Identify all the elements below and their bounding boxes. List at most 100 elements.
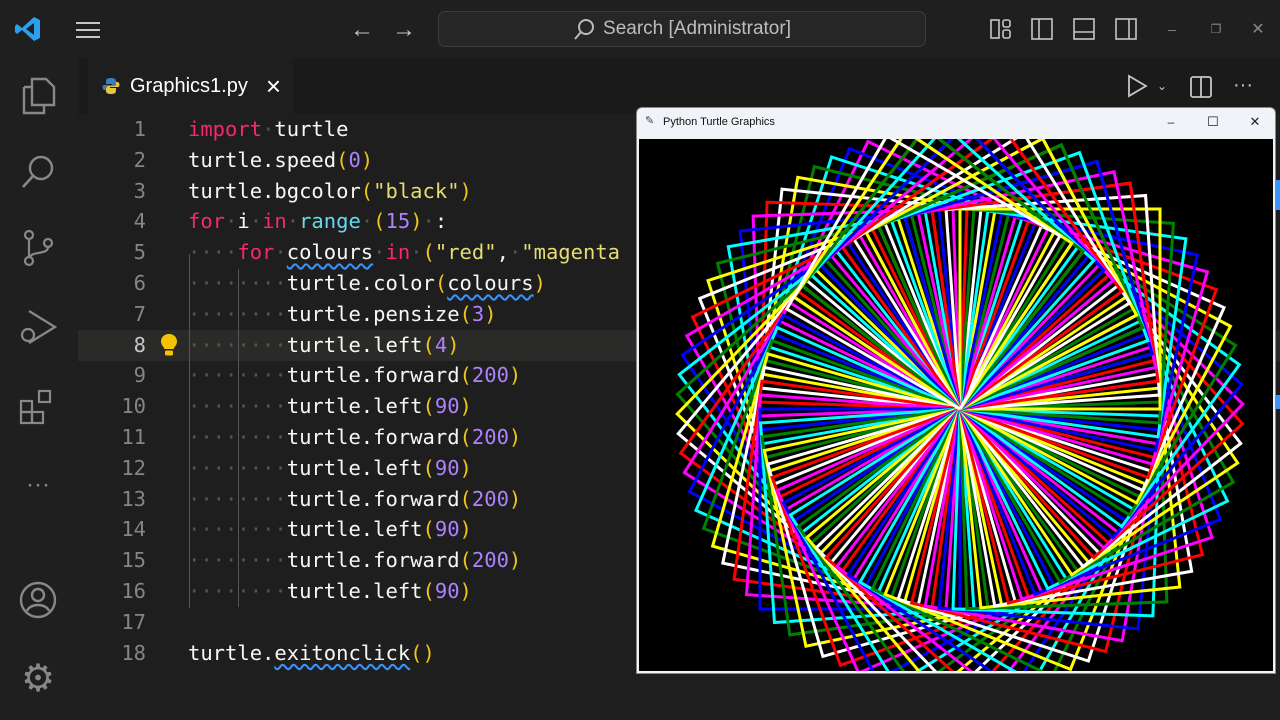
tab-close-icon[interactable]: × [265, 70, 282, 101]
code-line[interactable]: 13 ········turtle.forward(200) [78, 484, 1280, 515]
code-text: ········turtle.forward(200) [188, 548, 522, 573]
forward-arrow-icon[interactable]: → [392, 16, 416, 43]
turtle-graphics-window: ✎ Python Turtle Graphics – ☐ ✕ [636, 107, 1276, 694]
more-actions-icon[interactable]: ··· [1233, 73, 1253, 96]
search-box[interactable]: Search [Administrator] [438, 11, 926, 47]
run-python-file-icon[interactable] [1124, 72, 1150, 100]
turtle-square [710, 352, 962, 604]
search-icon[interactable] [18, 152, 58, 192]
line-number: 9 [133, 363, 146, 388]
settings-gear-icon[interactable]: ⚙ [20, 657, 56, 700]
code-line[interactable]: 3 turtle.bgcolor("black") [78, 176, 1280, 207]
code-line[interactable]: 18 turtle.exitonclick() [78, 638, 1280, 669]
code-text: ········turtle.left(4) [188, 332, 460, 357]
line-number: 5 [133, 240, 146, 265]
more-icon[interactable]: ··· [26, 471, 50, 498]
source-control-icon[interactable] [18, 228, 58, 268]
run-dropdown-chevron-icon[interactable]: ⌄ [1156, 79, 1168, 93]
turtle-square [951, 407, 1162, 618]
turtle-square [761, 175, 997, 411]
turtle-square [721, 365, 962, 607]
turtle-square [744, 393, 962, 611]
vscode-logo-icon [12, 14, 44, 44]
search-placeholder: Search [Administrator] [603, 18, 791, 39]
explorer-icon[interactable] [18, 76, 58, 116]
turtle-square [909, 407, 1156, 654]
toggle-secondary-sidebar-icon[interactable] [1113, 17, 1139, 41]
turtle-square [903, 159, 1155, 411]
tab-graphics1-py[interactable]: Graphics1.py × [88, 58, 293, 114]
turtle-square [916, 170, 1158, 411]
code-line[interactable]: 2 turtle.speed(0) [78, 145, 1280, 176]
code-line[interactable]: 4 for·i·in·range·(15)·: [78, 206, 1280, 237]
extensions-icon[interactable] [18, 386, 58, 426]
code-text: ········turtle.color(colours) [188, 271, 546, 295]
turtle-square [726, 210, 962, 446]
toggle-primary-sidebar-icon[interactable] [1029, 17, 1055, 41]
line-number: 4 [133, 209, 146, 234]
code-line[interactable]: 14 ········turtle.left(90) [78, 514, 1280, 545]
turtle-square [738, 208, 962, 432]
code-line[interactable]: 11 ········turtle.forward(200) [78, 422, 1280, 453]
code-line[interactable]: 7 ········turtle.pensize(3) [78, 299, 1280, 330]
customize-layout-icon[interactable] [988, 17, 1014, 41]
code-line[interactable]: 10 ········turtle.left(90) [78, 391, 1280, 422]
window-minimize-icon[interactable]: – [1168, 21, 1176, 37]
turtle-square [682, 300, 962, 581]
code-line[interactable]: 15 ········turtle.forward(200) [78, 545, 1280, 576]
split-editor-icon[interactable] [1188, 74, 1214, 100]
window-close-icon[interactable]: ✕ [1251, 21, 1265, 38]
scrollbar-marker[interactable] [1272, 180, 1280, 210]
line-number: 6 [133, 271, 146, 295]
turtle-square [770, 407, 1031, 668]
indent-guide [189, 254, 190, 608]
turtle-square [675, 267, 962, 555]
turtle-minimize-button[interactable]: – [1167, 115, 1175, 129]
line-number: 3 [133, 178, 146, 203]
turtle-square [958, 358, 1205, 605]
lightbulb-icon[interactable] [156, 332, 182, 358]
turtle-maximize-button[interactable]: ☐ [1207, 114, 1219, 129]
turtle-square [758, 200, 969, 411]
code-line[interactable]: 1 import·turtle [78, 114, 1280, 145]
turtle-square [687, 313, 962, 588]
menu-icon[interactable] [72, 16, 104, 44]
turtle-square [676, 278, 962, 565]
turtle-square [684, 233, 962, 512]
window-restore-icon[interactable]: ❐ [1210, 22, 1222, 36]
turtle-canvas[interactable] [639, 124, 1273, 694]
line-number: 2 [133, 147, 146, 172]
feather-icon: ✎ [645, 115, 655, 127]
code-line[interactable]: 5 ····for·colours·in·("red",·"magenta [78, 237, 1280, 268]
code-text: turtle.bgcolor("black") [188, 178, 472, 203]
code-text: ········turtle.forward(200) [188, 363, 522, 388]
accounts-icon[interactable] [18, 580, 58, 620]
turtle-square [690, 227, 962, 499]
code-text: ········turtle.left(90) [188, 579, 472, 603]
turtle-square [937, 407, 1161, 631]
turtle-square [760, 407, 990, 637]
scrollbar-marker[interactable] [1272, 395, 1280, 409]
line-number: 16 [121, 579, 146, 603]
code-text: turtle.exitonclick() [188, 640, 435, 665]
code-line[interactable]: 16 ········turtle.left(90) [78, 576, 1280, 607]
turtle-square [701, 338, 962, 599]
code-line[interactable]: 17 [78, 607, 1280, 638]
code-line[interactable]: 6 ········turtle.color(colours) [78, 268, 1280, 299]
code-line[interactable]: 12 ········turtle.left(90) [78, 453, 1280, 484]
activity-bar: ··· ⚙ [0, 58, 78, 720]
turtle-square [958, 372, 1194, 608]
line-number: 10 [121, 394, 146, 419]
code-text: ····for·colours·in·("red",·"magenta [188, 240, 621, 265]
code-line[interactable]: 9 ········turtle.forward(200) [78, 360, 1280, 391]
run-debug-icon[interactable] [18, 306, 58, 346]
turtle-square [958, 386, 1182, 610]
turtle-square [958, 207, 1176, 425]
turtle-close-button[interactable]: ✕ [1249, 114, 1261, 129]
turtle-drawing [675, 124, 1245, 694]
turtle-square [930, 181, 1160, 411]
back-arrow-icon[interactable]: ← [350, 16, 374, 43]
toggle-panel-icon[interactable] [1071, 17, 1097, 41]
code-text: ········turtle.left(90) [188, 394, 472, 419]
turtle-square [896, 407, 1153, 663]
